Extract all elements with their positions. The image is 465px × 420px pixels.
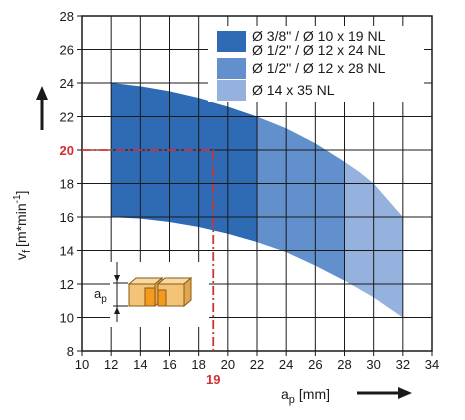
insert2-side-face [183, 276, 192, 308]
x-tick-label: 20 [221, 357, 235, 372]
x-tick-label: 28 [337, 357, 351, 372]
y-tick-label: 12 [60, 277, 74, 292]
inset-label: ap [94, 286, 107, 305]
legend: Ø 3/8" / Ø 10 x 19 NL Ø 1/2" / Ø 12 x 24… [208, 26, 424, 102]
reference-x-label: 19 [206, 372, 220, 387]
legend-label-2: Ø 1/2" / Ø 12 x 28 NL [252, 60, 386, 76]
y-tick-labels: 8 10 12 14 16 18 20 22 24 26 28 [60, 9, 74, 359]
x-axis-label: ap [mm] [281, 386, 330, 406]
x-tick-label: 12 [104, 357, 118, 372]
x-tick-label: 26 [308, 357, 322, 372]
insert2-cut-face [157, 289, 167, 307]
legend-swatch-1 [217, 31, 246, 52]
y-axis-label-text: vf[m*min-1] [12, 191, 33, 260]
x-axis-arrow-icon [357, 387, 412, 399]
y-tick-label: 28 [60, 9, 74, 24]
x-tick-label: 32 [396, 357, 410, 372]
legend-label-3: Ø 14 x 35 NL [252, 82, 335, 98]
y-tick-label: 18 [60, 177, 74, 192]
x-tick-label: 30 [366, 357, 380, 372]
legend-label-1a: Ø 3/8" / Ø 10 x 19 NL [252, 28, 386, 44]
y-tick-label: 14 [60, 244, 74, 259]
x-tick-label: 16 [162, 357, 176, 372]
y-tick-label: 8 [67, 344, 74, 359]
x-tick-labels: 10 12 14 16 18 20 22 24 26 28 30 32 34 [75, 357, 439, 372]
x-tick-label: 10 [75, 357, 89, 372]
y-axis-label: vf[m*min-1] [12, 191, 33, 260]
insert-cut-face [144, 287, 156, 307]
legend-swatch-3 [217, 80, 246, 101]
reference-lines: 20 19 [60, 143, 221, 387]
legend-label-1b: Ø 1/2" / Ø 12 x 24 NL [252, 42, 386, 58]
inset-arrow-up-icon [114, 307, 120, 314]
x-tick-label: 24 [279, 357, 293, 372]
x-tick-label: 34 [425, 357, 439, 372]
legend-swatch-2 [217, 58, 246, 79]
reference-y-label: 20 [60, 143, 74, 158]
y-tick-label: 22 [60, 110, 74, 125]
x-tick-label: 22 [250, 357, 264, 372]
x-tick-label: 18 [191, 357, 205, 372]
y-axis-arrow-icon [36, 86, 48, 130]
plot-frame [81, 15, 433, 352]
inset-arrow-down-icon [114, 275, 120, 282]
y-tick-label: 10 [60, 311, 74, 326]
series-band-2 [257, 116, 345, 281]
x-tick-label: 14 [133, 357, 147, 372]
series-band-1 [111, 83, 258, 243]
y-tick-label: 16 [60, 210, 74, 225]
cutting-insert-icon: ap [94, 262, 209, 327]
y-tick-label: 24 [60, 76, 74, 91]
y-tick-label: 26 [60, 43, 74, 58]
